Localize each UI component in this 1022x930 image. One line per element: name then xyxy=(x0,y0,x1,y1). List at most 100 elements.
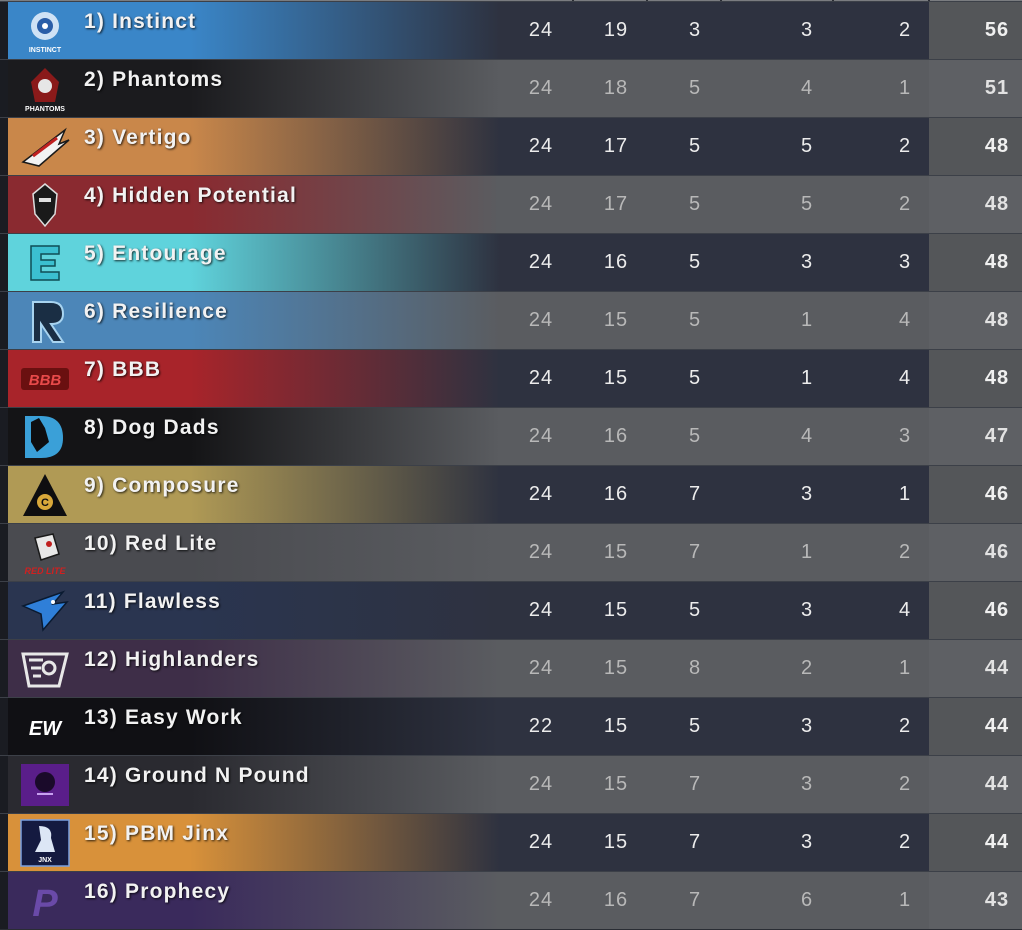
losses-cell: 8 xyxy=(688,657,702,679)
wins-cell: 15 xyxy=(603,831,629,853)
table-row[interactable]: 11) Flawless 24 15 5 3 4 46 xyxy=(0,581,1022,639)
wins-cell: 16 xyxy=(603,889,629,911)
team-name: 7) BBB xyxy=(84,358,162,381)
team-name: 11) Flawless xyxy=(84,590,221,613)
team-name: 5) Entourage xyxy=(84,242,227,265)
points-cell-bg xyxy=(929,408,1022,465)
wins-cell: 15 xyxy=(603,773,629,795)
bbb-logo: BBB xyxy=(18,354,72,404)
table-row[interactable]: BBB 7) BBB 24 15 5 1 4 48 xyxy=(0,349,1022,407)
points-cell-bg xyxy=(929,756,1022,813)
row-edge xyxy=(0,2,8,59)
overtime-losses-cell: 5 xyxy=(800,193,814,215)
points-cell: 44 xyxy=(984,773,1010,795)
games-played-cell: 24 xyxy=(528,309,554,331)
points-cell: 48 xyxy=(984,309,1010,331)
table-row[interactable]: 5) Entourage 24 16 5 3 3 48 xyxy=(0,233,1022,291)
points-cell: 48 xyxy=(984,367,1010,389)
row-edge xyxy=(0,872,8,929)
overtime-losses-cell: 3 xyxy=(800,715,814,737)
points-cell: 44 xyxy=(984,715,1010,737)
losses-cell: 7 xyxy=(688,889,702,911)
games-played-cell: 24 xyxy=(528,251,554,273)
table-row[interactable]: 8) Dog Dads 24 16 5 4 3 47 xyxy=(0,407,1022,465)
wins-cell: 17 xyxy=(603,193,629,215)
team-cell: 11) Flawless xyxy=(0,582,500,639)
points-cell-bg xyxy=(929,814,1022,871)
svg-text:P: P xyxy=(32,883,58,925)
points-cell-bg xyxy=(929,292,1022,349)
table-row[interactable]: 3) Vertigo 24 17 5 5 2 48 xyxy=(0,117,1022,175)
row-edge xyxy=(0,814,8,871)
shootout-losses-cell: 4 xyxy=(898,599,912,621)
table-row[interactable]: EW 13) Easy Work 22 15 5 3 2 44 xyxy=(0,697,1022,755)
team-cell: INSTINCT 1) Instinct xyxy=(0,2,500,59)
row-edge xyxy=(0,408,8,465)
phantoms-logo: PHANTOMS xyxy=(18,64,72,114)
table-row[interactable]: 6) Resilience 24 15 5 1 4 48 xyxy=(0,291,1022,349)
team-cell: P 16) Prophecy xyxy=(0,872,500,929)
row-edge xyxy=(0,118,8,175)
shootout-losses-cell: 2 xyxy=(898,715,912,737)
table-row[interactable]: 14) Ground N Pound 24 15 7 3 2 44 xyxy=(0,755,1022,813)
wins-cell: 19 xyxy=(603,19,629,41)
points-cell-bg xyxy=(929,118,1022,175)
team-name: 3) Vertigo xyxy=(84,126,192,149)
row-edge xyxy=(0,640,8,697)
losses-cell: 3 xyxy=(688,19,702,41)
games-played-cell: 24 xyxy=(528,193,554,215)
table-row[interactable]: P 16) Prophecy 24 16 7 6 1 43 xyxy=(0,871,1022,929)
points-cell: 48 xyxy=(984,135,1010,157)
table-row[interactable]: 12) Highlanders 24 15 8 2 1 44 xyxy=(0,639,1022,697)
team-name: 13) Easy Work xyxy=(84,706,243,729)
row-edge xyxy=(0,698,8,755)
losses-cell: 5 xyxy=(688,193,702,215)
highlanders-logo xyxy=(18,644,72,694)
table-row[interactable]: C 9) Composure 24 16 7 3 1 46 xyxy=(0,465,1022,523)
shootout-losses-cell: 1 xyxy=(898,889,912,911)
ground-n-pound-logo xyxy=(18,760,72,810)
table-row[interactable]: RED LITE 10) Red Lite 24 15 7 1 2 46 xyxy=(0,523,1022,581)
team-cell: 8) Dog Dads xyxy=(0,408,500,465)
shootout-losses-cell: 3 xyxy=(898,251,912,273)
team-name: 15) PBM Jinx xyxy=(84,822,230,845)
overtime-losses-cell: 3 xyxy=(800,251,814,273)
vertigo-logo xyxy=(18,122,72,172)
wins-cell: 15 xyxy=(603,309,629,331)
shootout-losses-cell: 1 xyxy=(898,657,912,679)
losses-cell: 7 xyxy=(688,831,702,853)
team-name: 14) Ground N Pound xyxy=(84,764,310,787)
table-row[interactable]: JNX 15) PBM Jinx 24 15 7 3 2 44 xyxy=(0,813,1022,871)
shootout-losses-cell: 4 xyxy=(898,367,912,389)
team-cell: 12) Highlanders xyxy=(0,640,500,697)
wins-cell: 15 xyxy=(603,657,629,679)
losses-cell: 5 xyxy=(688,425,702,447)
shootout-losses-cell: 2 xyxy=(898,135,912,157)
shootout-losses-cell: 2 xyxy=(898,773,912,795)
points-cell-bg xyxy=(929,2,1022,59)
svg-text:C: C xyxy=(41,497,49,509)
team-name: 9) Composure xyxy=(84,474,240,497)
games-played-cell: 24 xyxy=(528,831,554,853)
team-name: 10) Red Lite xyxy=(84,532,218,555)
overtime-losses-cell: 3 xyxy=(800,19,814,41)
row-edge xyxy=(0,234,8,291)
overtime-losses-cell: 2 xyxy=(800,657,814,679)
team-name: 12) Highlanders xyxy=(84,648,260,671)
games-played-cell: 24 xyxy=(528,19,554,41)
table-row[interactable]: PHANTOMS 2) Phantoms 24 18 5 4 1 51 xyxy=(0,59,1022,117)
losses-cell: 5 xyxy=(688,715,702,737)
points-cell: 44 xyxy=(984,657,1010,679)
games-played-cell: 24 xyxy=(528,367,554,389)
table-row[interactable]: 4) Hidden Potential 24 17 5 5 2 48 xyxy=(0,175,1022,233)
team-name: 2) Phantoms xyxy=(84,68,224,91)
games-played-cell: 24 xyxy=(528,541,554,563)
svg-text:EW: EW xyxy=(29,718,63,740)
points-cell-bg xyxy=(929,60,1022,117)
team-name: 4) Hidden Potential xyxy=(84,184,297,207)
table-row[interactable]: INSTINCT 1) Instinct 24 19 3 3 2 56 xyxy=(0,1,1022,59)
points-cell-bg xyxy=(929,466,1022,523)
team-cell: RED LITE 10) Red Lite xyxy=(0,524,500,581)
shootout-losses-cell: 2 xyxy=(898,193,912,215)
